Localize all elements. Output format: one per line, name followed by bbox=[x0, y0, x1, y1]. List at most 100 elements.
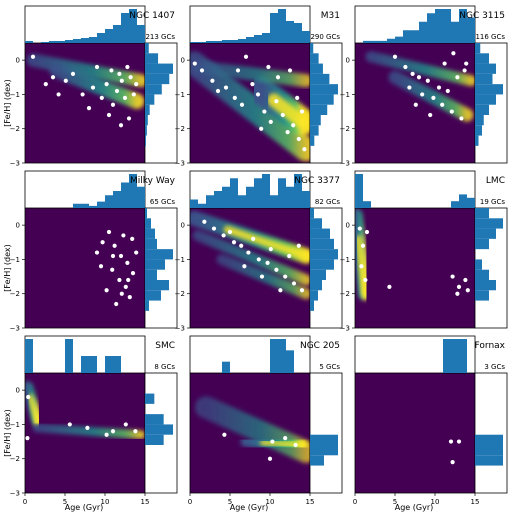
panel-ngc-1407: NGC 1407 213 GCs −3 −2 −1 0 bbox=[10, 5, 178, 168]
x-tick-label: 5 bbox=[393, 498, 397, 506]
metal-hist-bar bbox=[475, 94, 496, 105]
y-tick-label: −1 bbox=[10, 256, 20, 264]
metal-hist-bar bbox=[310, 445, 338, 456]
metal-hist-bar bbox=[145, 393, 155, 404]
age-histogram bbox=[354, 170, 476, 209]
metal-hist-bar bbox=[310, 259, 334, 270]
y-tick-label: −3 bbox=[175, 160, 185, 168]
age-hist-bar bbox=[81, 38, 89, 43]
age-hist-bar bbox=[254, 178, 262, 208]
gc-point bbox=[109, 68, 114, 73]
gc-point bbox=[112, 243, 117, 248]
metallicity-histogram bbox=[309, 42, 343, 164]
age-hist-bar bbox=[25, 339, 33, 373]
gc-point bbox=[210, 78, 215, 83]
age-hist-bar bbox=[230, 178, 238, 208]
y-tick-label: −2 bbox=[340, 125, 350, 133]
age-hist-bar bbox=[105, 195, 113, 208]
age-hist-bar bbox=[129, 9, 137, 43]
age-hist-bar bbox=[137, 25, 145, 43]
metal-hist-bar bbox=[145, 104, 150, 115]
gc-point bbox=[131, 92, 136, 97]
gc-point bbox=[56, 92, 61, 97]
shared-xlabel-col3: Age (Gyr) bbox=[395, 503, 433, 512]
gc-point bbox=[118, 253, 124, 259]
metal-hist-bar bbox=[145, 424, 173, 435]
age-hist-bar bbox=[294, 174, 302, 208]
panel-milky-way: Milky Way 65 GCs −3 −2 −1 0 bbox=[10, 170, 178, 333]
metal-hist-bar bbox=[145, 434, 164, 445]
gc-point bbox=[287, 68, 293, 73]
gc-point bbox=[360, 243, 366, 248]
gc-point bbox=[110, 102, 116, 107]
metal-hist-bar bbox=[145, 414, 164, 425]
panel-title: Fornax bbox=[475, 341, 506, 351]
metal-hist-bar bbox=[145, 73, 170, 85]
metal-hist-bar bbox=[475, 280, 496, 291]
age-hist-bar bbox=[65, 40, 73, 43]
gc-point bbox=[262, 109, 267, 114]
metal-hist-bar bbox=[310, 218, 322, 229]
metal-hist-bar bbox=[145, 259, 165, 270]
metal-hist-bar bbox=[145, 269, 157, 280]
age-histogram bbox=[24, 170, 146, 209]
gc-point bbox=[117, 71, 122, 76]
gc-point bbox=[291, 123, 296, 128]
age-histogram bbox=[24, 335, 146, 374]
age-hist-bar bbox=[451, 21, 459, 43]
age-hist-bar bbox=[73, 203, 81, 208]
gc-point bbox=[464, 61, 469, 66]
gc-point bbox=[456, 439, 462, 444]
density-core bbox=[267, 93, 309, 129]
age-hist-bar bbox=[206, 41, 214, 43]
gc-point bbox=[268, 247, 273, 252]
gc-point bbox=[50, 75, 56, 80]
panel-lmc: LMC 19 GCs −3 −2 −1 0 bbox=[340, 170, 508, 333]
metal-hist-bar bbox=[145, 125, 147, 136]
gc-point bbox=[211, 226, 217, 231]
age-hist-bar bbox=[49, 41, 57, 43]
density-core bbox=[223, 225, 310, 260]
y-tick-label: 0 bbox=[181, 222, 185, 230]
age-hist-bar bbox=[190, 42, 198, 43]
x-tick-label: 15 bbox=[141, 498, 150, 506]
age-hist-bar bbox=[278, 9, 286, 43]
metal-hist-bar bbox=[475, 259, 482, 270]
metal-hist-bar bbox=[475, 238, 489, 250]
gc-point bbox=[295, 95, 300, 100]
gc-point bbox=[122, 95, 128, 100]
age-hist-bar bbox=[286, 21, 294, 43]
metal-hist-bar bbox=[145, 249, 173, 260]
age-hist-bar bbox=[246, 186, 254, 208]
gc-point bbox=[127, 295, 132, 300]
metal-hist-bar bbox=[310, 84, 338, 95]
x-tick-label: 15 bbox=[471, 498, 480, 506]
gc-point bbox=[462, 68, 467, 73]
age-hist-bar bbox=[270, 195, 278, 208]
y-tick-label: −1 bbox=[340, 91, 350, 99]
metal-hist-bar bbox=[475, 125, 482, 136]
metallicity-histogram bbox=[309, 207, 343, 329]
gc-point bbox=[431, 95, 436, 100]
age-histogram bbox=[24, 5, 146, 44]
gc-point bbox=[392, 54, 398, 59]
age-hist-bar bbox=[89, 205, 97, 208]
metal-hist-bar bbox=[310, 280, 322, 291]
gc-point bbox=[410, 71, 415, 76]
gc-point bbox=[268, 119, 273, 124]
y-tick-label: −1 bbox=[175, 91, 185, 99]
panel-gc-count: 8 GCs bbox=[154, 363, 175, 371]
panel-gc-count: 290 GCs bbox=[310, 33, 340, 41]
gc-point bbox=[118, 123, 124, 128]
age-hist-bar bbox=[222, 361, 230, 373]
gc-point bbox=[420, 92, 425, 97]
x-tick-label: 5 bbox=[63, 498, 67, 506]
metallicity-histogram bbox=[144, 42, 178, 164]
y-tick-label: −3 bbox=[10, 490, 20, 498]
metal-hist-bar bbox=[475, 73, 493, 85]
age-hist-bar bbox=[363, 201, 371, 208]
age-hist-bar bbox=[379, 40, 387, 43]
panel-smc: SMC 8 GCs −3 −2 −1 0 0 5 10 15 bbox=[10, 335, 178, 506]
gc-point bbox=[270, 439, 275, 444]
gc-point bbox=[128, 75, 133, 80]
